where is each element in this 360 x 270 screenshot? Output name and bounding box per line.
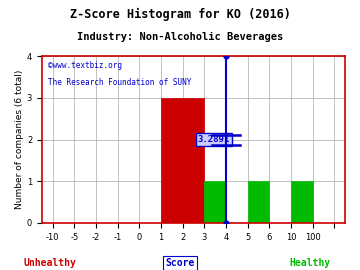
Text: The Research Foundation of SUNY: The Research Foundation of SUNY bbox=[48, 78, 191, 87]
Text: Score: Score bbox=[165, 258, 195, 268]
Text: Unhealthy: Unhealthy bbox=[24, 258, 77, 268]
Bar bbox=[204, 181, 226, 223]
Bar bbox=[248, 181, 269, 223]
Text: ©www.textbiz.org: ©www.textbiz.org bbox=[48, 61, 122, 70]
Text: Industry: Non-Alcoholic Beverages: Industry: Non-Alcoholic Beverages bbox=[77, 32, 283, 42]
Bar bbox=[161, 98, 204, 223]
Y-axis label: Number of companies (6 total): Number of companies (6 total) bbox=[15, 70, 24, 209]
Text: Healthy: Healthy bbox=[289, 258, 330, 268]
Bar bbox=[291, 181, 312, 223]
Text: 3.2891: 3.2891 bbox=[198, 135, 230, 144]
Text: Z-Score Histogram for KO (2016): Z-Score Histogram for KO (2016) bbox=[69, 8, 291, 21]
